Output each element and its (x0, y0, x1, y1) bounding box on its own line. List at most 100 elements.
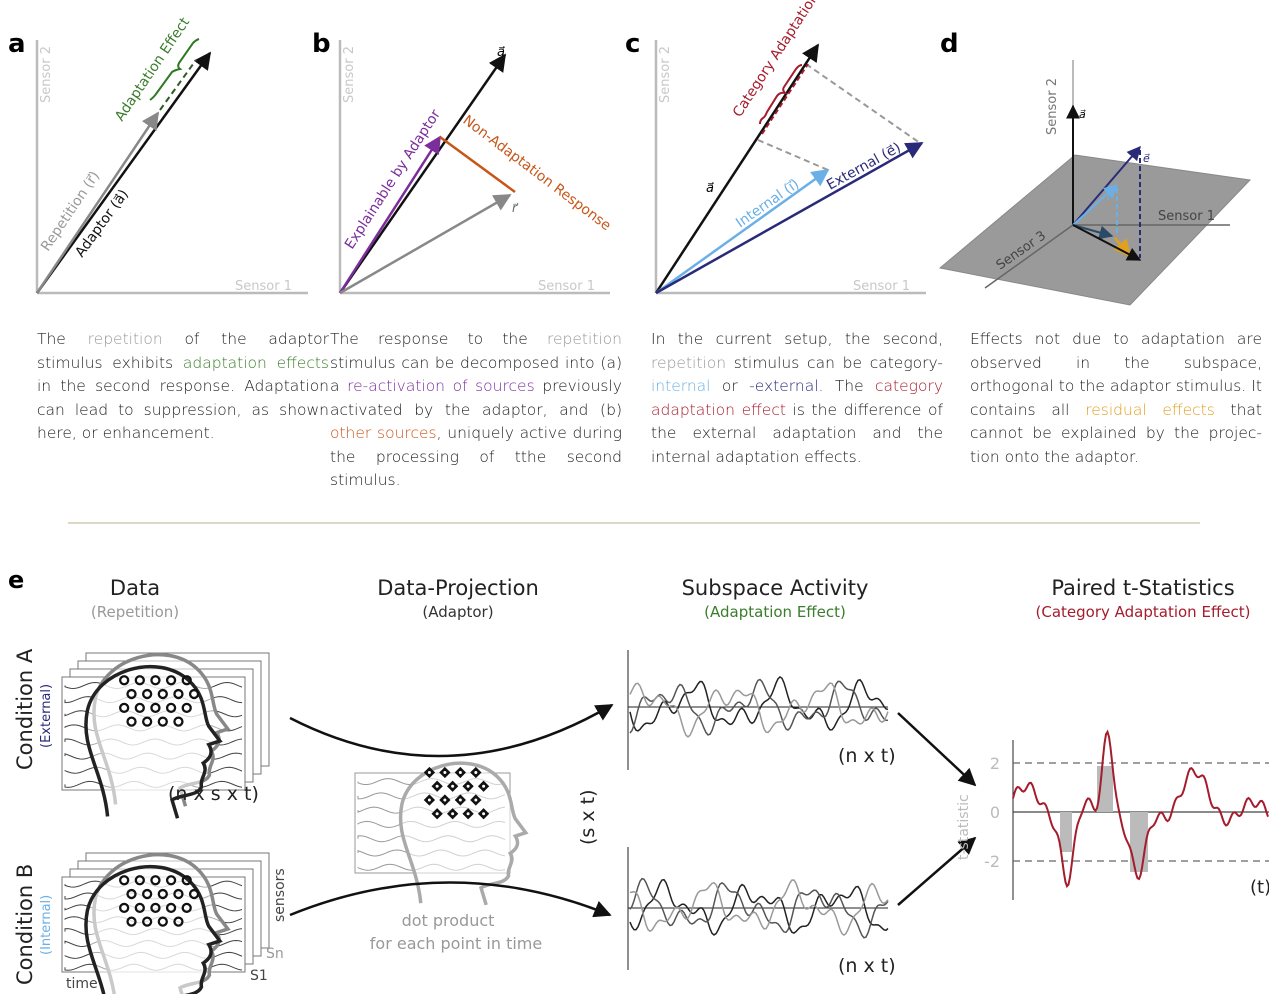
electrode-center (443, 771, 446, 774)
y-tick-label: 2 (990, 754, 1000, 773)
caption-text: The response to the (330, 330, 547, 348)
time-label: time (66, 976, 98, 992)
panel-label: c (625, 29, 640, 59)
panel-e-graphics (62, 650, 1269, 994)
y-tick-label: 0 (990, 803, 1000, 822)
axis-label: Sensor 2 (658, 46, 673, 103)
projection-note: for each point in time (370, 934, 542, 953)
panel-b (340, 40, 610, 293)
caption-text: repetition (651, 354, 726, 372)
electrode-center (474, 799, 477, 802)
column-subtitle: (Adaptation Effect) (704, 603, 846, 621)
column-title: Data (110, 576, 160, 600)
caption-text: internal (651, 377, 710, 395)
subspace-plane (940, 155, 1250, 305)
panel-label: d (940, 29, 959, 59)
figure-graphics: a b c d Sensor 2 Sensor 1 Adaptation Eff… (0, 0, 1269, 994)
axis-label: (t) (1250, 877, 1269, 898)
caption: The response to the repetition stimulus … (330, 328, 622, 493)
flow-arrow (898, 713, 975, 785)
caption-text: -external (749, 377, 818, 395)
caption-text: . The (819, 377, 876, 395)
projection-dashed (758, 140, 828, 170)
sensors-label: sensors (272, 868, 288, 922)
annotation: Non-Adaptation Response (460, 112, 614, 234)
caption-text: in the second response. Adaptation can l… (37, 377, 329, 442)
electrode-center (482, 785, 485, 788)
sensor-n: Sn (266, 946, 284, 962)
caption-text: other sources (330, 424, 437, 442)
condition-type: (Internal) (39, 895, 54, 955)
caption-text: repetition (547, 330, 622, 348)
panel-c (656, 40, 926, 293)
column-subtitle: (Adaptor) (422, 603, 493, 621)
caption-text: In the current setup, the second, (651, 330, 943, 348)
electrode-center (451, 812, 454, 815)
vector-label: r⃗ (512, 201, 519, 215)
caption-text: repetition (88, 330, 163, 348)
y-tick-label: -2 (984, 852, 1000, 871)
figure: a b c d Sensor 2 Sensor 1 Adaptation Eff… (0, 0, 1269, 994)
caption: The repetition of the adaptor stimulus e… (37, 328, 329, 446)
vector-label: a⃗ (1079, 108, 1086, 121)
annotation: Category Adaptation Effect (730, 0, 847, 120)
panel-d (940, 60, 1250, 305)
electrode-center (474, 771, 477, 774)
panel-label: a (8, 29, 26, 59)
axis-label: Sensor 2 (342, 46, 357, 103)
electrode-center (436, 785, 439, 788)
adaptor-arrow (37, 53, 210, 293)
caption-text: The (37, 330, 88, 348)
column-subtitle: (Repetition) (91, 603, 179, 621)
vector-label: a⃗ (706, 181, 714, 196)
caption-text: adaptation effects (183, 354, 329, 372)
caption-text: residual effects (1085, 401, 1215, 419)
internal-arrow (656, 170, 828, 293)
axis-label: Sensor 2 (1045, 78, 1060, 135)
column-title: Paired t-Statistics (1051, 576, 1234, 600)
electrode-center (436, 812, 439, 815)
panel-label: b (312, 29, 331, 59)
annotation: External (e⃗) (824, 140, 904, 194)
electrode-center (482, 812, 485, 815)
axis-label: Sensor 1 (853, 279, 910, 294)
adaptor-arrow (340, 55, 505, 293)
adaptor-arrow (656, 45, 818, 293)
condition-label: Condition A (13, 648, 37, 770)
flow-arrow (290, 705, 612, 756)
trace (630, 677, 888, 731)
caption: In the current setup, the second, repeti… (651, 328, 943, 469)
column-title: Subspace Activity (682, 576, 869, 600)
repetition-arrow (37, 113, 158, 293)
electrode-center (428, 799, 431, 802)
axis-label: Sensor 1 (235, 279, 292, 294)
electrode-center (459, 799, 462, 802)
condition-type: (External) (39, 684, 54, 748)
trace (630, 683, 888, 737)
projection-note: dot product (402, 911, 495, 930)
dims-label: (s x t) (577, 790, 599, 846)
electrode-center (467, 812, 470, 815)
vector-label: e⃗ (1143, 152, 1150, 165)
electrode-center (428, 771, 431, 774)
axis-label: t-statistic (956, 794, 972, 860)
sensor-1: S1 (250, 968, 268, 984)
annotation: Explainable by Adaptor (342, 107, 444, 252)
axis-label: Sensor 2 (39, 46, 54, 103)
annotation-line: Category Adaptation Effect (730, 0, 847, 120)
condition-label: Condition B (13, 864, 37, 985)
caption-text: re-activation of sources (347, 377, 535, 395)
caption: Effects not due to adaptation are observ… (970, 328, 1262, 469)
axis-label: Sensor 1 (538, 279, 595, 294)
electrode-center (467, 785, 470, 788)
dims-label: (n x t) (838, 745, 896, 767)
column-title: Data-Projection (377, 576, 539, 600)
caption-text: or (710, 377, 749, 395)
projection-arrow (340, 137, 440, 293)
caption-text: stimulus can be category- (726, 354, 943, 372)
electrode-center (459, 771, 462, 774)
significance-bar (1060, 812, 1072, 852)
electrode-center (443, 799, 446, 802)
electrode-center (451, 785, 454, 788)
panel-label: e (8, 566, 24, 594)
